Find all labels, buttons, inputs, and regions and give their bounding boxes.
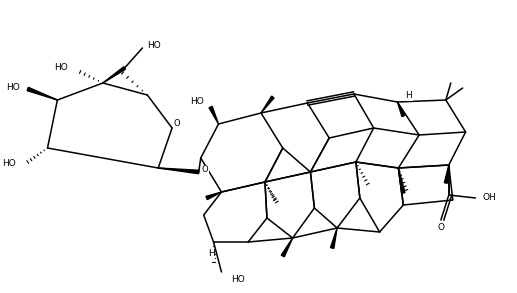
Text: HO: HO: [231, 275, 245, 285]
Text: OH: OH: [482, 193, 496, 202]
Polygon shape: [209, 106, 219, 124]
Text: HO: HO: [190, 98, 204, 106]
Text: HO: HO: [2, 159, 16, 168]
Polygon shape: [261, 96, 274, 113]
Text: HO: HO: [54, 64, 68, 72]
Text: HO: HO: [6, 84, 20, 93]
Text: H: H: [208, 250, 215, 258]
Polygon shape: [158, 168, 199, 174]
Polygon shape: [399, 168, 405, 193]
Text: O: O: [437, 224, 445, 233]
Polygon shape: [206, 192, 221, 200]
Text: H: H: [405, 91, 412, 100]
Polygon shape: [445, 165, 449, 183]
Polygon shape: [330, 228, 337, 248]
Polygon shape: [27, 87, 57, 100]
Polygon shape: [281, 238, 293, 257]
Text: O: O: [174, 120, 180, 129]
Polygon shape: [398, 102, 405, 117]
Polygon shape: [103, 67, 126, 83]
Text: O: O: [202, 166, 208, 175]
Text: HO: HO: [147, 42, 161, 50]
